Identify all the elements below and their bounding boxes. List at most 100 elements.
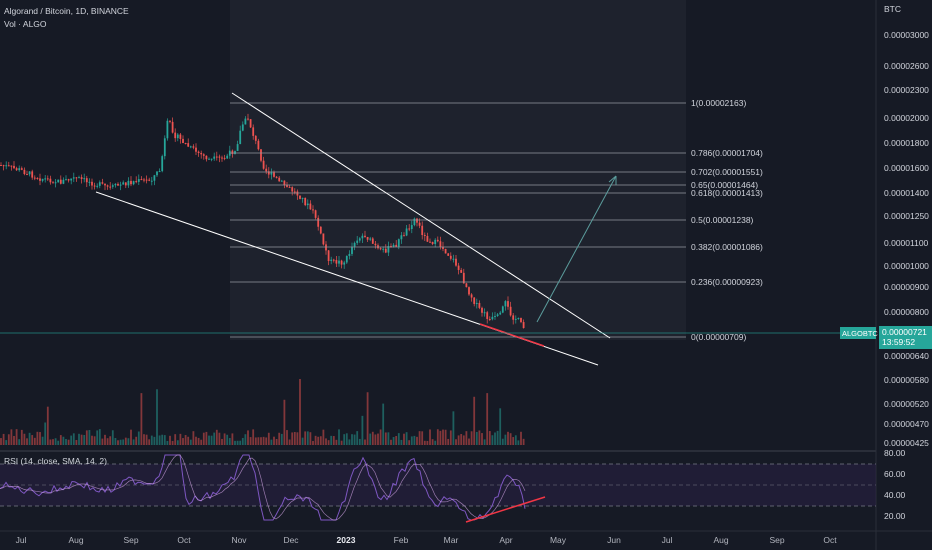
fib-level-label: 0.382(0.00001086)	[691, 242, 763, 252]
candle-body	[522, 322, 525, 328]
volume-bar	[148, 439, 151, 445]
volume-bar	[231, 433, 234, 445]
fib-retracement-zone[interactable]	[230, 0, 686, 340]
candle-body	[265, 168, 268, 172]
volume-bar	[241, 437, 244, 445]
volume-bar	[36, 431, 39, 445]
candle-body	[143, 179, 145, 181]
volume-bar	[119, 439, 122, 445]
volume-bar	[514, 435, 517, 445]
candle-body	[150, 180, 153, 182]
volume-bar	[418, 431, 421, 445]
support-line-red[interactable]	[479, 323, 545, 347]
volume-legend[interactable]: Vol · ALGO	[4, 19, 47, 29]
price-tick-label: 0.00000425	[884, 438, 929, 448]
candle-body	[436, 239, 439, 242]
candle-body	[20, 168, 23, 170]
volume-bar	[184, 435, 187, 445]
candle-body	[299, 195, 301, 199]
volume-bar	[137, 431, 140, 445]
fib-level-label: 0.702(0.00001551)	[691, 167, 763, 177]
volume-bar	[254, 437, 257, 445]
candle-body	[148, 179, 151, 181]
candle-body	[2, 165, 5, 167]
volume-bar	[93, 436, 96, 445]
candle-body	[410, 225, 413, 230]
time-tick-label: Jun	[607, 535, 621, 545]
volume-bar	[163, 435, 166, 445]
candle-body	[408, 228, 411, 230]
rsi-axis[interactable]: 80.00 60.00 40.00 20.00	[884, 448, 906, 521]
volume-bar	[54, 438, 57, 445]
volume-bar	[270, 439, 273, 445]
time-tick-label: Apr	[499, 535, 512, 545]
volume-bar	[57, 440, 60, 445]
volume-bar	[486, 393, 489, 445]
candle-body	[221, 157, 223, 159]
rsi-line[interactable]	[0, 454, 526, 521]
time-axis[interactable]: Jul Aug Sep Oct Nov Dec 2023 Feb Mar Apr May Jun Jul…	[16, 535, 838, 545]
volume-bar	[338, 429, 340, 445]
candle-body	[156, 171, 158, 176]
candle-body	[44, 178, 47, 180]
candle-body	[13, 165, 15, 169]
candlesticks[interactable]	[0, 113, 525, 329]
candle-body	[202, 154, 205, 156]
symbol-title[interactable]: Algorand / Bitcoin, 1D, BINANCE	[4, 6, 129, 16]
volume-bar	[205, 431, 208, 445]
candle-body	[247, 118, 249, 120]
candle-body	[189, 146, 192, 148]
fib-level-label: 1(0.00002163)	[691, 98, 746, 108]
volume-bar	[374, 434, 377, 445]
rsi-title[interactable]: RSI (14, close, SMA, 14, 2)	[4, 456, 107, 466]
volume-bar	[434, 440, 437, 445]
candle-body	[439, 241, 442, 247]
projection-arrow[interactable]	[536, 175, 617, 323]
volume-bar	[413, 435, 416, 445]
volume-bar	[104, 434, 106, 445]
volume-bar	[132, 439, 135, 445]
volume-bar	[504, 434, 507, 445]
time-tick-label: Sep	[769, 535, 784, 545]
candle-body	[431, 241, 434, 244]
candle-body	[70, 178, 73, 181]
upper-trendline[interactable]	[231, 92, 611, 339]
volume-bar	[377, 433, 379, 445]
volume-bar	[410, 436, 413, 445]
time-tick-label: Nov	[231, 535, 247, 545]
volume-bar	[145, 434, 148, 445]
volume-bar	[41, 436, 44, 445]
volume-bar	[10, 429, 13, 445]
volume-bar	[161, 434, 164, 445]
candle-body	[392, 244, 395, 247]
time-tick-label: Mar	[444, 535, 459, 545]
volume-bar	[296, 432, 299, 445]
rsi-divergence-line[interactable]	[465, 496, 546, 523]
candle-body	[447, 253, 450, 256]
price-axis[interactable]: 0.00003000 0.00002600 0.00002300 0.00002000…	[884, 30, 929, 448]
volume-bar	[455, 439, 457, 445]
volume-bar	[46, 406, 49, 445]
candle-body	[291, 187, 294, 192]
candle-body	[286, 185, 288, 187]
volume-bar	[52, 439, 54, 445]
candle-body	[257, 140, 260, 150]
volume-bar	[111, 430, 114, 445]
volume-bar	[140, 393, 143, 445]
fib-levels[interactable]: 1(0.00002163) 0.786(0.00001704) 0.702(0.00…	[230, 98, 763, 342]
volume-bar	[509, 433, 512, 445]
fib-level-label: 0.618(0.00001413)	[691, 188, 763, 198]
volume-bar	[96, 430, 99, 445]
rsi-tick-label: 80.00	[884, 448, 906, 458]
candle-body	[470, 294, 473, 298]
volume-bar	[439, 430, 442, 445]
volume-bar	[192, 431, 195, 445]
candle-body	[36, 177, 39, 179]
volume-bar	[226, 434, 229, 445]
candle-body	[62, 179, 65, 184]
candle-body	[382, 248, 385, 250]
candle-body	[132, 181, 135, 185]
candle-body	[423, 235, 426, 237]
candle-body	[353, 242, 356, 247]
